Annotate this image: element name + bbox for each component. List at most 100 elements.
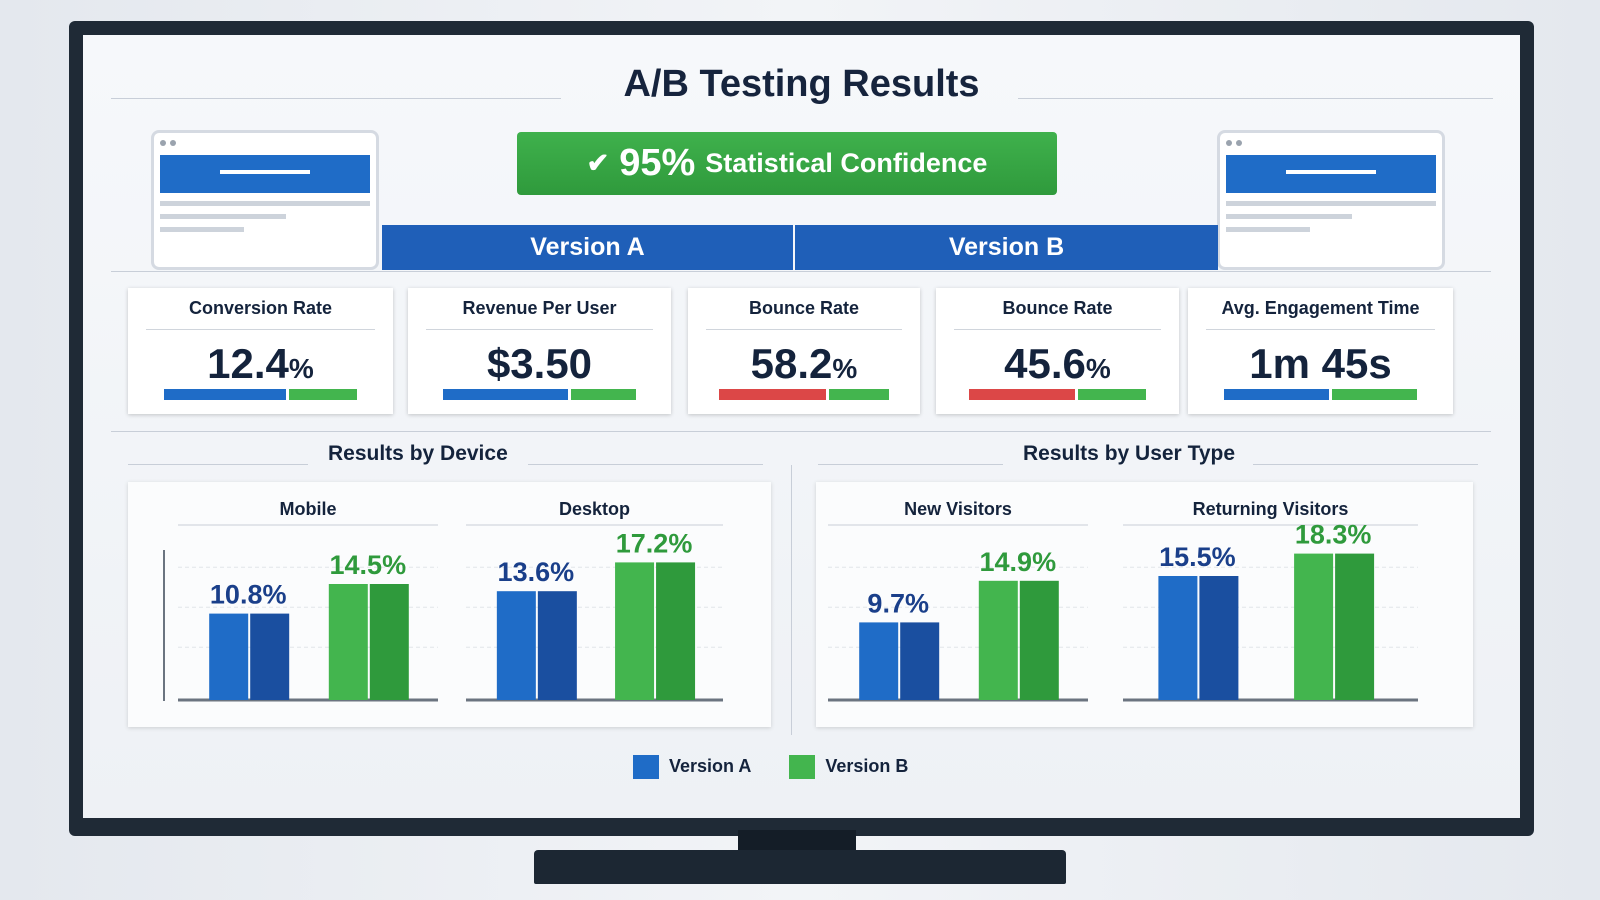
data-label: 13.6%: [498, 557, 575, 587]
bar-version-b: [1294, 553, 1334, 700]
bar-version-a: [209, 613, 249, 700]
bar-version-a: [496, 591, 536, 700]
dashboard-screen: A/B Testing Results ✔ 95% Statistical Co…: [83, 35, 1520, 818]
metric-card: Conversion Rate 12.4%: [128, 288, 393, 414]
metric-label: Bounce Rate: [748, 298, 860, 318]
bar-version-b: [656, 562, 696, 700]
metric-value: 58.2%: [688, 340, 920, 388]
divider: [111, 98, 561, 99]
bar-version-b: [1335, 553, 1375, 700]
legend-item-version-a: Version A: [633, 755, 751, 779]
chart-title: Desktop: [559, 499, 630, 519]
chart-title: New Visitors: [904, 499, 1012, 519]
bar-version-a: [1158, 576, 1198, 700]
confidence-badge: ✔ 95% Statistical Confidence: [517, 132, 1057, 195]
divider: [1018, 98, 1493, 99]
version-a-header: Version A: [382, 225, 793, 270]
chart-title: Returning Visitors: [1193, 499, 1349, 519]
version-b-preview: [1217, 130, 1445, 270]
data-label: 17.2%: [616, 528, 693, 558]
confidence-value: 95%: [619, 142, 696, 184]
bar-version-a: [1199, 576, 1239, 700]
bar-version-b: [369, 584, 409, 700]
card-divider: [1206, 329, 1435, 330]
data-label: 15.5%: [1159, 542, 1236, 572]
bar-version-a: [859, 622, 899, 700]
bar-version-b: [328, 584, 368, 700]
version-b-segment: [1331, 389, 1418, 400]
metric-card: Avg. Engagement Time 1m 45s: [1188, 288, 1453, 414]
metric-comparison-bar: [1188, 389, 1453, 400]
page-title: A/B Testing Results: [623, 63, 980, 105]
data-label: 9.7%: [867, 588, 929, 618]
metric-card: Bounce Rate 45.6%: [936, 288, 1179, 414]
metric-number: 58.2: [750, 340, 833, 387]
metric-label: Bounce Rate: [1002, 298, 1113, 318]
chart-title: Mobile: [280, 499, 337, 519]
version-b-segment: [288, 389, 358, 400]
metric-card: Bounce Rate 58.2%: [688, 288, 920, 414]
version-a-segment: [968, 389, 1076, 400]
card-divider: [146, 329, 375, 330]
legend-label: Version A: [669, 755, 752, 776]
version-b-segment: [571, 389, 636, 400]
tv-stand: [534, 850, 1066, 884]
version-a-segment: [1223, 389, 1329, 400]
metric-unit: %: [1085, 353, 1111, 384]
legend-label: Version B: [825, 755, 909, 776]
metric-value: $3.50: [408, 340, 671, 388]
divider: [1253, 464, 1478, 465]
legend: Version A Version B: [633, 755, 908, 779]
version-a-preview: [151, 130, 379, 270]
metric-comparison-bar: [128, 389, 393, 400]
divider: [818, 464, 1003, 465]
metric-label: Avg. Engagement Time: [1221, 298, 1420, 318]
metric-number: 1m 45s: [1249, 340, 1392, 387]
metric-card: Revenue Per User $3.50: [408, 288, 671, 414]
metric-number: 45.6: [1004, 340, 1086, 387]
section-user-type-title: Results by User Type: [1023, 442, 1236, 465]
legend-item-version-b: Version B: [789, 755, 908, 779]
metric-value: 12.4%: [128, 340, 393, 388]
bar-version-a: [900, 622, 940, 700]
card-divider: [426, 329, 653, 330]
metric-label: Conversion Rate: [188, 298, 333, 318]
version-a-segment: [718, 389, 826, 400]
metric-comparison-bar: [936, 389, 1179, 400]
data-label: 14.5%: [330, 550, 407, 580]
metric-value: 1m 45s: [1188, 340, 1453, 388]
version-b-segment: [1078, 389, 1147, 400]
bar-version-b: [978, 580, 1018, 700]
version-a-segment: [443, 389, 569, 400]
version-b-segment: [828, 389, 889, 400]
divider: [791, 465, 792, 735]
metric-value: 45.6%: [936, 340, 1179, 388]
legend-swatch-version-b: [789, 755, 816, 779]
metric-comparison-bar: [408, 389, 671, 400]
bar-version-a: [250, 613, 290, 700]
section-device-title: Results by Device: [328, 442, 508, 465]
metric-unit: %: [288, 353, 314, 384]
divider: [528, 464, 763, 465]
check-icon: ✔: [586, 148, 610, 178]
divider: [111, 271, 1491, 272]
data-label: 18.3%: [1295, 520, 1372, 550]
data-label: 14.9%: [980, 547, 1057, 577]
metric-number: 12.4: [207, 340, 289, 387]
metric-comparison-bar: [688, 389, 920, 400]
legend-swatch-version-a: [633, 755, 659, 779]
card-divider: [954, 329, 1161, 330]
bar-charts: Mobile 10.8% 14.5% Desktop 13.6% 17.2% New Vis…: [163, 499, 1418, 702]
data-label: 10.8%: [210, 580, 287, 610]
divider: [128, 464, 308, 465]
card-divider: [706, 329, 902, 330]
bar-version-b: [615, 562, 655, 700]
bar-version-b: [1019, 580, 1059, 700]
metric-unit: %: [832, 353, 858, 384]
version-a-segment: [163, 389, 286, 400]
bar-version-a: [537, 591, 577, 700]
version-b-header: Version B: [795, 225, 1218, 270]
confidence-label: Statistical Confidence: [705, 148, 988, 178]
metric-number: $3.50: [486, 340, 593, 387]
metric-label: Revenue Per User: [462, 298, 617, 318]
